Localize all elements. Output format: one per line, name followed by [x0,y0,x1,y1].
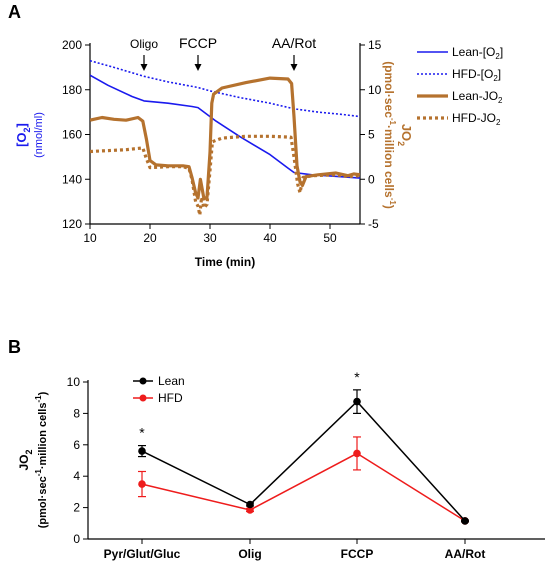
data-point-lean [138,447,146,455]
legend-marker-lean [139,377,147,385]
legend-label-hfd-o2: HFD-[O2] [452,67,501,83]
panel-a-x-tick-label: 50 [323,231,337,245]
panel-a-x-tick-label: 20 [143,231,157,245]
svg-text:JO2: JO2 [396,124,414,146]
panel-b-y-axis-units: (pmol·sec-1·million cells-1) [34,391,49,528]
panel-b-y-tick-label: 4 [73,469,80,483]
data-point-lean [353,397,361,406]
panel-b-x-tick-label: Pyr/Glut/Gluc [104,547,181,561]
legend-label-lean-jo2: Lean-JO2 [452,89,503,105]
panel-a-annotations: Oligo FCCP AA/Rot [130,35,316,71]
panel-b-legend: Lean HFD [133,374,185,405]
legend-label-lean: Lean [158,374,185,388]
legend-label-hfd-jo2: HFD-JO2 [452,111,501,127]
panel-b-y-tick-label: 6 [73,438,80,452]
series-line-lean-o2 [90,74,360,179]
panel-a-series-group [90,59,360,217]
panel-a-x-tick-label: 10 [83,231,97,245]
panel-a-right-axis-title: JO2 [396,124,414,146]
annotation-label: AA/Rot [272,35,316,51]
panel-a-left-axis-title: [O2] [14,123,32,147]
annotation-label: Oligo [130,37,158,51]
panel-a-axes: 120 140 160 180 200 -5 0 5 10 15 10 20 30 40 50 [62,38,382,245]
panel-b-y-tick-label: 0 [73,532,80,546]
significance-marker: * [354,369,360,385]
panel-b-label: B [8,337,21,357]
annotation-arrow-head [290,64,298,71]
panel-a-left-axis-units: (nmol/ml) [33,112,45,158]
panel-b-x-tick-label: AA/Rot [445,547,486,561]
svg-text:(pmol·sec-1·million cells-1): (pmol·sec-1·million cells-1) [382,61,397,209]
panel-a-x-axis-title: Time (min) [195,255,255,269]
panel-a-chart: 120 140 160 180 200 -5 0 5 10 15 10 20 30 40 50 Oligo F… [62,35,382,245]
panel-a-left-tick-label: 160 [62,128,82,142]
legend-marker-hfd [139,394,147,402]
panel-a-left-tick-label: 180 [62,83,82,97]
legend-label-hfd: HFD [158,391,183,405]
svg-text:(nmol/ml): (nmol/ml) [33,112,45,158]
panel-a-x-tick-label: 30 [203,231,217,245]
svg-text:(pmol·sec-1·million cells-1): (pmol·sec-1·million cells-1) [34,391,49,528]
panel-b-x-tick-label: Olig [238,547,261,561]
annotation-label: FCCP [179,35,217,51]
panel-a-left-tick-label: 120 [62,217,82,231]
annotation-arrow-head [194,64,202,71]
panel-a-legend: Lean-[O2] HFD-[O2] Lean-JO2 HFD-JO2 [417,45,503,127]
panel-a-label: A [8,2,21,22]
series-line-hfd-o2 [90,59,360,118]
svg-text:[O2]: [O2] [14,123,32,147]
panel-b-y-tick-label: 2 [73,501,80,515]
panel-a-right-tick-label: 5 [368,128,375,142]
svg-text:JO2: JO2 [17,449,34,470]
panel-a-right-tick-label: 0 [368,172,375,186]
series-line-lean [141,400,466,522]
panel-b-chart: 0 2 4 6 8 10 Pyr/Glut/Gluc Olig FCCP AA/Rot * * [67,369,545,561]
panel-a-right-axis-units: (pmol·sec-1·million cells-1) [382,61,397,209]
panel-b-y-axis-title: JO2 [17,449,34,470]
panel-a-right-tick-label: 15 [368,38,382,52]
series-line-hfd [141,452,466,522]
panel-a-left-tick-label: 200 [62,38,82,52]
data-point-lean [461,517,469,525]
panel-a-right-tick-label: -5 [368,217,379,231]
panel-b-y-tick-label: 8 [73,406,80,420]
data-point-lean [246,500,254,509]
data-point-hfd [138,480,146,488]
series-line-hfd-jo2 [90,134,360,217]
panel-a-x-tick-label: 40 [263,231,277,245]
significance-marker: * [139,425,145,441]
data-point-hfd [246,506,254,514]
legend-label-lean-o2: Lean-[O2] [452,45,503,61]
panel-a-right-tick-label: 10 [368,83,382,97]
panel-a-left-tick-label: 140 [62,172,82,186]
data-point-hfd [353,449,361,458]
panel-b-y-tick-label: 10 [67,375,81,389]
panel-b-x-tick-label: FCCP [341,547,374,561]
annotation-arrow-head [140,64,148,71]
